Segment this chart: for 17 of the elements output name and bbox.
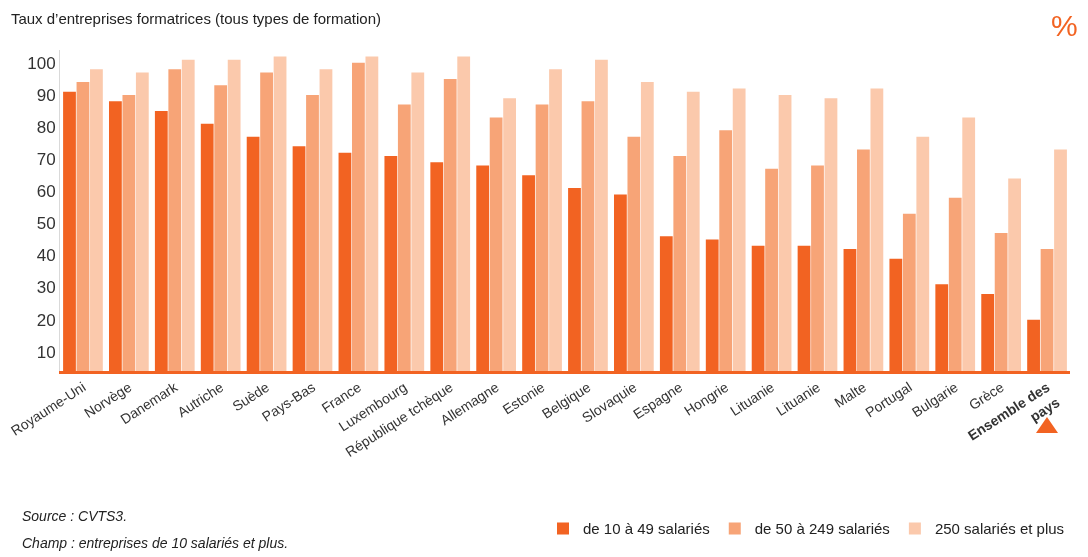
legend-label: de 50 à 249 salariés bbox=[754, 520, 890, 538]
y-tick-label: 20 bbox=[36, 310, 56, 330]
text: % bbox=[1051, 9, 1078, 42]
y-tick-label: 10 bbox=[36, 342, 56, 362]
legend-label: de 10 à 49 salariés bbox=[583, 520, 710, 538]
y-tick-label: 70 bbox=[36, 150, 56, 170]
text: Champ : entreprises de 10 salariés et plus. bbox=[22, 535, 289, 551]
legend-label: 250 salariés et plus bbox=[934, 520, 1065, 538]
y-tick-label: 50 bbox=[36, 214, 56, 234]
y-tick-label: 30 bbox=[36, 278, 56, 298]
y-tick-label: 40 bbox=[36, 246, 56, 266]
y-tick-label: 60 bbox=[36, 182, 56, 202]
y-tick-label: 100 bbox=[27, 53, 56, 73]
source-note: Source : CVTS3. bbox=[22, 508, 128, 524]
chart-title: Taux d’entreprises formatrices (tous types de formation) bbox=[10, 10, 382, 28]
y-tick-label: 80 bbox=[36, 117, 56, 137]
y-tick-label: 90 bbox=[36, 85, 56, 105]
